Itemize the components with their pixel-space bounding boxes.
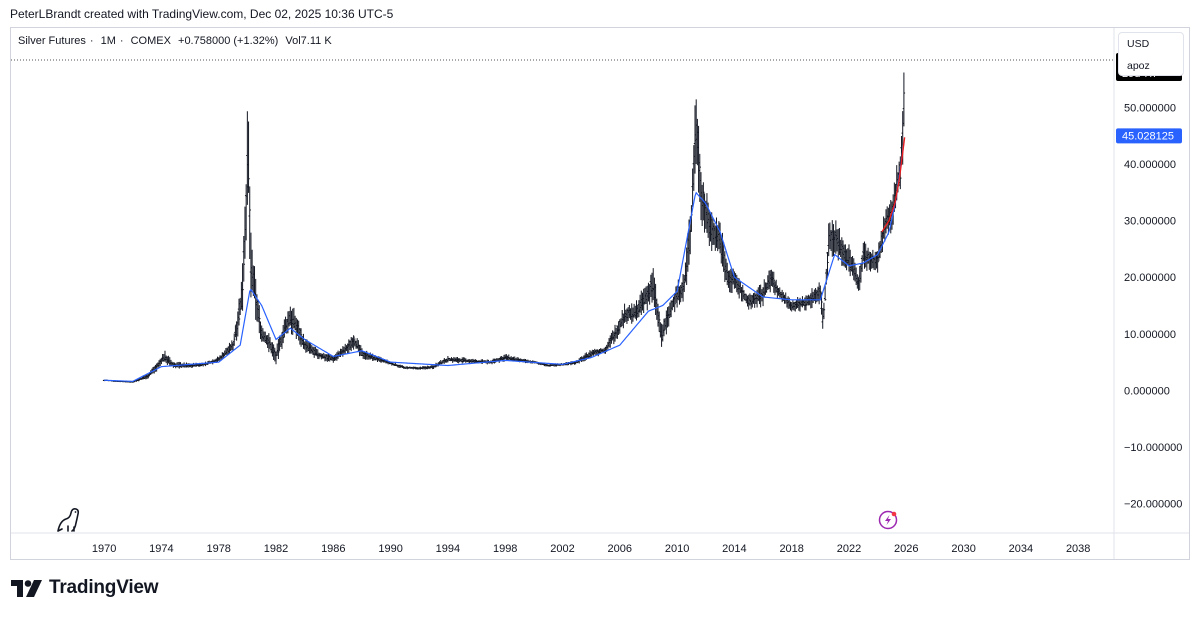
x-tick-label: 1978	[206, 543, 230, 555]
y-tick-label: 50.000000	[1124, 102, 1176, 114]
dino-icon	[57, 508, 80, 532]
price-bar	[772, 271, 775, 293]
y-tick-label: 40.000000	[1124, 159, 1176, 171]
currency-label[interactable]: USD	[1127, 38, 1150, 50]
x-tick-label: 2030	[951, 543, 975, 555]
scale-panel[interactable]: USD apoz	[1118, 32, 1184, 76]
ma-value-label: 45.028125	[1122, 130, 1174, 142]
y-tick-label: 0.000000	[1124, 385, 1170, 397]
price-bar	[667, 306, 670, 327]
legend-volume: Vol7.11 K	[285, 35, 332, 47]
x-tick-label: 2010	[665, 543, 689, 555]
y-tick-label: −10.000000	[1124, 442, 1182, 454]
x-tick-label: 2038	[1066, 543, 1090, 555]
legend-change: +0.758000 (+1.32%)	[178, 35, 279, 47]
legend-separator: ·	[89, 35, 94, 47]
x-tick-label: 1998	[493, 543, 517, 555]
x-tick-label: 2022	[837, 543, 861, 555]
x-tick-label: 1974	[149, 543, 173, 555]
price-bar	[277, 338, 280, 359]
price-bar	[242, 236, 245, 282]
price-bar	[743, 293, 747, 301]
price-bar	[241, 263, 244, 311]
y-tick-label: 10.000000	[1124, 329, 1176, 341]
price-bar	[657, 311, 661, 332]
y-tick-label: −20.000000	[1124, 499, 1182, 511]
price-bar	[233, 333, 236, 346]
legend-interval[interactable]: 1M	[100, 35, 116, 47]
x-tick-label: 1994	[436, 543, 460, 555]
legend-separator: ·	[119, 35, 124, 47]
price-bar	[147, 373, 150, 379]
x-tick-label: 2018	[779, 543, 803, 555]
x-tick-label: 1990	[378, 543, 402, 555]
price-bar	[237, 298, 241, 326]
price-bar	[248, 186, 251, 260]
x-tick-label: 2014	[722, 543, 746, 555]
price-bar	[902, 72, 906, 127]
price-bar	[826, 251, 829, 278]
x-tick-label: 2002	[550, 543, 574, 555]
tradingview-brand[interactable]: TradingView	[11, 577, 159, 599]
x-tick-label: 2026	[894, 543, 918, 555]
ma-value-tag	[1116, 128, 1182, 144]
legend-exchange: COMEX	[130, 35, 171, 47]
tradingview-logo-icon	[11, 579, 42, 597]
price-bar	[683, 274, 686, 292]
moving-average-line	[104, 142, 905, 382]
price-bar	[352, 335, 355, 350]
price-bar	[823, 284, 827, 301]
chart-frame[interactable]	[10, 27, 1190, 560]
x-tick-label: 1982	[264, 543, 288, 555]
y-tick-label: 20.000000	[1124, 272, 1176, 284]
legend-symbol[interactable]: Silver Futures	[18, 35, 86, 47]
price-bar	[698, 153, 701, 202]
price-bar	[673, 293, 676, 313]
price-bar	[247, 121, 250, 193]
price-bar	[789, 301, 792, 311]
scale-mode-label[interactable]: apoz	[1127, 60, 1150, 72]
x-tick-label: 1986	[321, 543, 345, 555]
x-tick-label: 1970	[92, 543, 116, 555]
moving-average-recent-line	[881, 137, 906, 233]
lightning-event-icon	[878, 510, 898, 530]
y-tick-label: 30.000000	[1124, 216, 1176, 228]
price-bar	[822, 302, 826, 320]
author-line: PeterLBrandt created with TradingView.co…	[10, 7, 394, 21]
symbol-legend[interactable]: Silver Futures · 1M · COMEX +0.758000 (+1.…	[18, 35, 336, 47]
x-tick-label: 2034	[1009, 543, 1033, 555]
price-bars	[102, 72, 906, 383]
price-bar	[299, 328, 303, 347]
x-tick-label: 2006	[608, 543, 632, 555]
brand-name: TradingView	[49, 577, 159, 598]
price-bar	[258, 305, 261, 334]
